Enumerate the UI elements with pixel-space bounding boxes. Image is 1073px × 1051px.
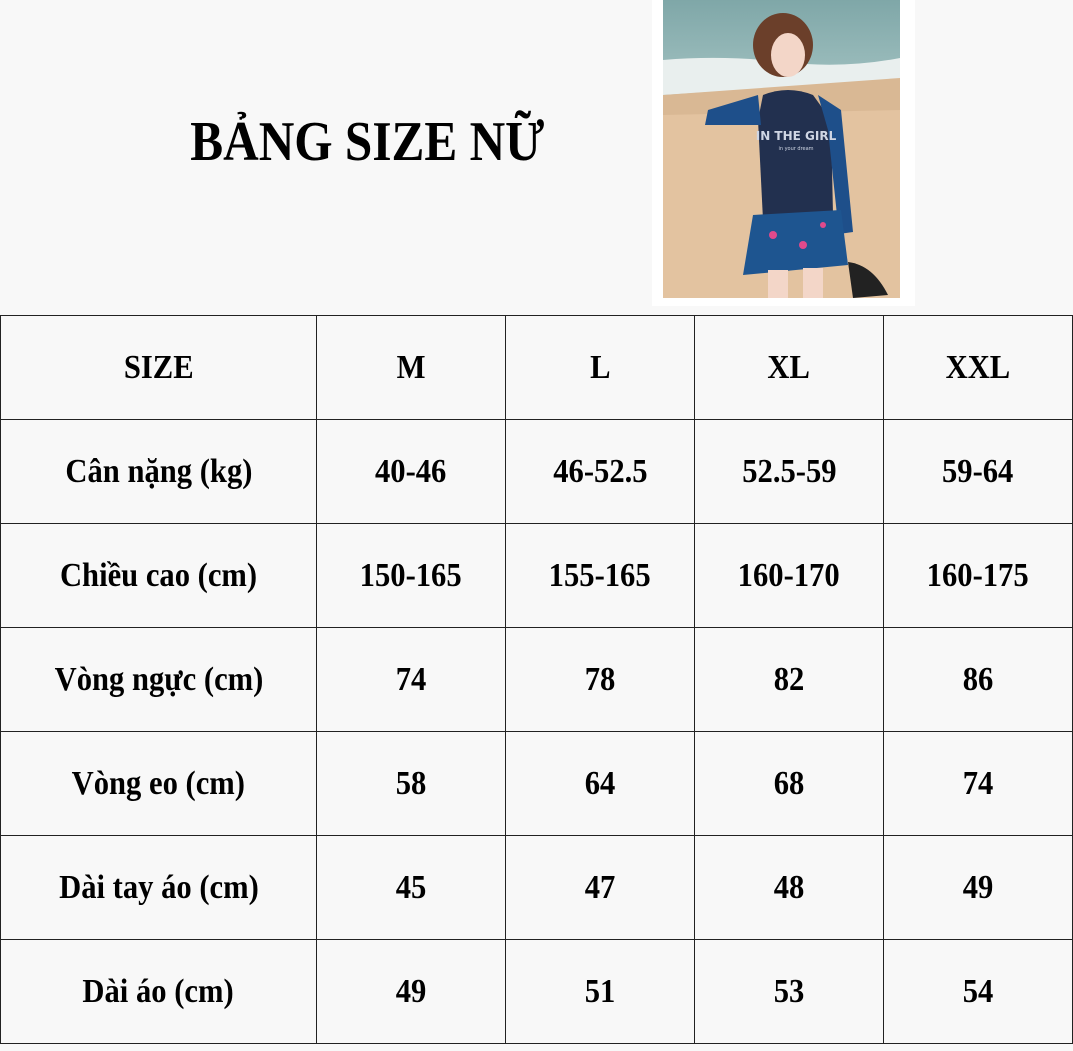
value-cell: 68 (694, 731, 884, 836)
cell-value: 59-64 (942, 452, 1014, 490)
cell-value: 155-165 (548, 556, 651, 594)
value-cell: 48 (694, 835, 884, 940)
cell-value: 68 (773, 764, 805, 802)
value-cell: 160-170 (694, 523, 884, 628)
value-cell: 82 (694, 627, 884, 732)
cell-value: 51 (584, 972, 616, 1010)
cell-value: 45 (395, 868, 427, 906)
value-cell: 54 (883, 939, 1073, 1044)
value-cell: 53 (694, 939, 884, 1044)
row-label: Dài tay áo (cm) (58, 868, 259, 906)
header-m: M (396, 348, 426, 386)
row-label-cell: Dài áo (cm) (0, 939, 317, 1044)
value-cell: 40-46 (316, 419, 506, 524)
value-cell: 49 (883, 835, 1073, 940)
value-cell: 52.5-59 (694, 419, 884, 524)
header-l: L (589, 348, 611, 386)
cell-value: 150-165 (359, 556, 462, 594)
value-cell: 150-165 (316, 523, 506, 628)
header-size: SIZE (123, 348, 194, 386)
cell-value: 78 (584, 660, 616, 698)
cell-value: 74 (395, 660, 427, 698)
header-xxl: XXL (945, 348, 1011, 386)
cell-value: 160-170 (737, 556, 840, 594)
shirt-text: IN THE GIRL (756, 129, 837, 143)
cell-value: 48 (773, 868, 805, 906)
cell-value: 49 (395, 972, 427, 1010)
value-cell: 47 (505, 835, 695, 940)
product-photo: IN THE GIRL in your dream (663, 0, 900, 298)
row-label: Chiều cao (cm) (59, 556, 258, 594)
cell-value: 47 (584, 868, 616, 906)
table-row: Cân nặng (kg) 40-46 46-52.5 52.5-59 59-64 (0, 419, 1073, 524)
table-row: Dài tay áo (cm) 45 47 48 49 (0, 835, 1073, 940)
cell-value: 46-52.5 (552, 452, 648, 490)
shirt-subtext: in your dream (778, 146, 813, 152)
cell-value: 74 (962, 764, 994, 802)
value-cell: 160-175 (883, 523, 1073, 628)
row-label-cell: Vòng eo (cm) (0, 731, 317, 836)
row-label: Vòng eo (cm) (71, 764, 246, 802)
table-row: Dài áo (cm) 49 51 53 54 (0, 939, 1073, 1044)
value-cell: 78 (505, 627, 695, 732)
value-cell: 155-165 (505, 523, 695, 628)
value-cell: 58 (316, 731, 506, 836)
value-cell: 46-52.5 (505, 419, 695, 524)
table-row: Vòng eo (cm) 58 64 68 74 (0, 731, 1073, 836)
cell-value: 64 (584, 764, 616, 802)
cell-value: 54 (962, 972, 994, 1010)
value-cell: 64 (505, 731, 695, 836)
value-cell: 74 (316, 627, 506, 732)
cell-value: 52.5-59 (741, 452, 837, 490)
page-title: BẢNG SIZE NỮ (190, 111, 545, 173)
header-cell: XL (694, 315, 884, 420)
header-cell: L (505, 315, 695, 420)
row-label: Cân nặng (kg) (64, 452, 253, 490)
row-label-cell: Dài tay áo (cm) (0, 835, 317, 940)
cell-value: 49 (962, 868, 994, 906)
row-label: Dài áo (cm) (82, 972, 235, 1010)
cell-value: 86 (962, 660, 994, 698)
size-table: SIZE M L XL XXL Cân nặng (kg) 40-46 46-52.… (0, 315, 1073, 1044)
table-row: Vòng ngực (cm) 74 78 82 86 (0, 627, 1073, 732)
value-cell: 59-64 (883, 419, 1073, 524)
cell-value: 58 (395, 764, 427, 802)
header-row: SIZE M L XL XXL (0, 315, 1073, 420)
table-row: Chiều cao (cm) 150-165 155-165 160-170 160-1… (0, 523, 1073, 628)
value-cell: 51 (505, 939, 695, 1044)
header-cell: SIZE (0, 315, 317, 420)
row-label-cell: Chiều cao (cm) (0, 523, 317, 628)
header-cell: XXL (883, 315, 1073, 420)
cell-value: 40-46 (375, 452, 447, 490)
value-cell: 86 (883, 627, 1073, 732)
row-label: Vòng ngực (cm) (54, 660, 263, 698)
cell-value: 160-175 (926, 556, 1029, 594)
cell-value: 53 (773, 972, 805, 1010)
header-xl: XL (767, 348, 811, 386)
value-cell: 49 (316, 939, 506, 1044)
value-cell: 74 (883, 731, 1073, 836)
header-cell: M (316, 315, 506, 420)
row-label-cell: Vòng ngực (cm) (0, 627, 317, 732)
cell-value: 82 (773, 660, 805, 698)
value-cell: 45 (316, 835, 506, 940)
row-label-cell: Cân nặng (kg) (0, 419, 317, 524)
